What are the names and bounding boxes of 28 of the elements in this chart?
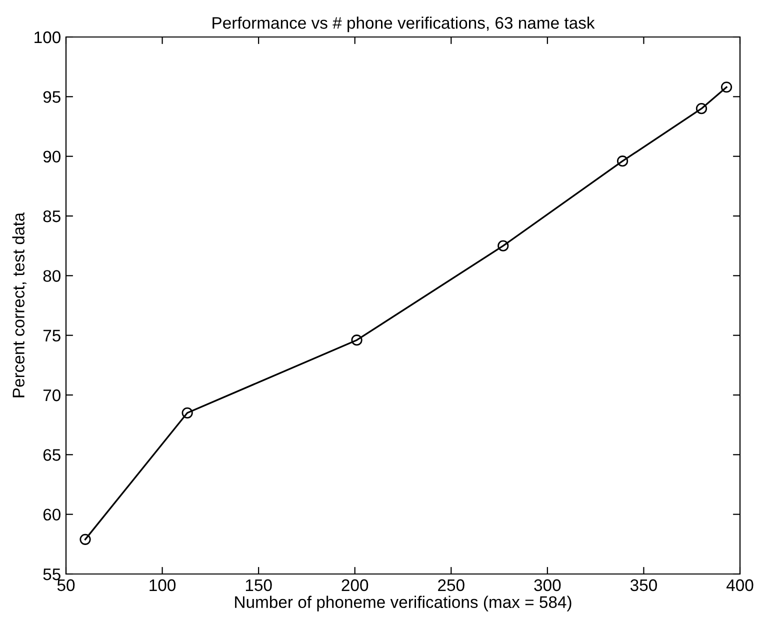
y-tick-label: 90	[43, 150, 60, 163]
point	[696, 103, 708, 114]
point	[80, 534, 91, 545]
y-tick-label: 75	[43, 330, 60, 342]
point	[720, 82, 732, 93]
x-tick-label: 300	[534, 579, 561, 592]
y-tick-label: 70	[43, 389, 60, 402]
y-tick-label: 65	[43, 449, 60, 461]
point	[616, 156, 628, 167]
point	[498, 240, 509, 252]
x-tick-label: 100	[150, 579, 176, 592]
y-tick-label: 80	[43, 270, 60, 282]
x-tick-label: 400	[726, 579, 754, 592]
y-tick-label: 95	[43, 91, 60, 103]
x-tick-label: 150	[246, 579, 272, 592]
y-tick-label: 55	[43, 568, 60, 580]
x-tick-label: 50	[57, 579, 75, 592]
point	[182, 407, 193, 418]
x-tick-label: 250	[438, 579, 464, 592]
y-tick-label: 60	[43, 508, 60, 521]
y-axis-title: Percent correct, test data	[12, 212, 26, 398]
point	[351, 334, 362, 346]
x-tick-label: 200	[342, 579, 368, 592]
x-tick-label: 350	[630, 579, 657, 592]
y-tick-label: 100	[34, 31, 60, 44]
chart-title: Performance vs # phone verifications, 63 name task	[212, 16, 595, 32]
x-axis-title: Number of phoneme verifications (max = 584)	[235, 596, 572, 612]
y-tick-label: 85	[43, 210, 60, 222]
